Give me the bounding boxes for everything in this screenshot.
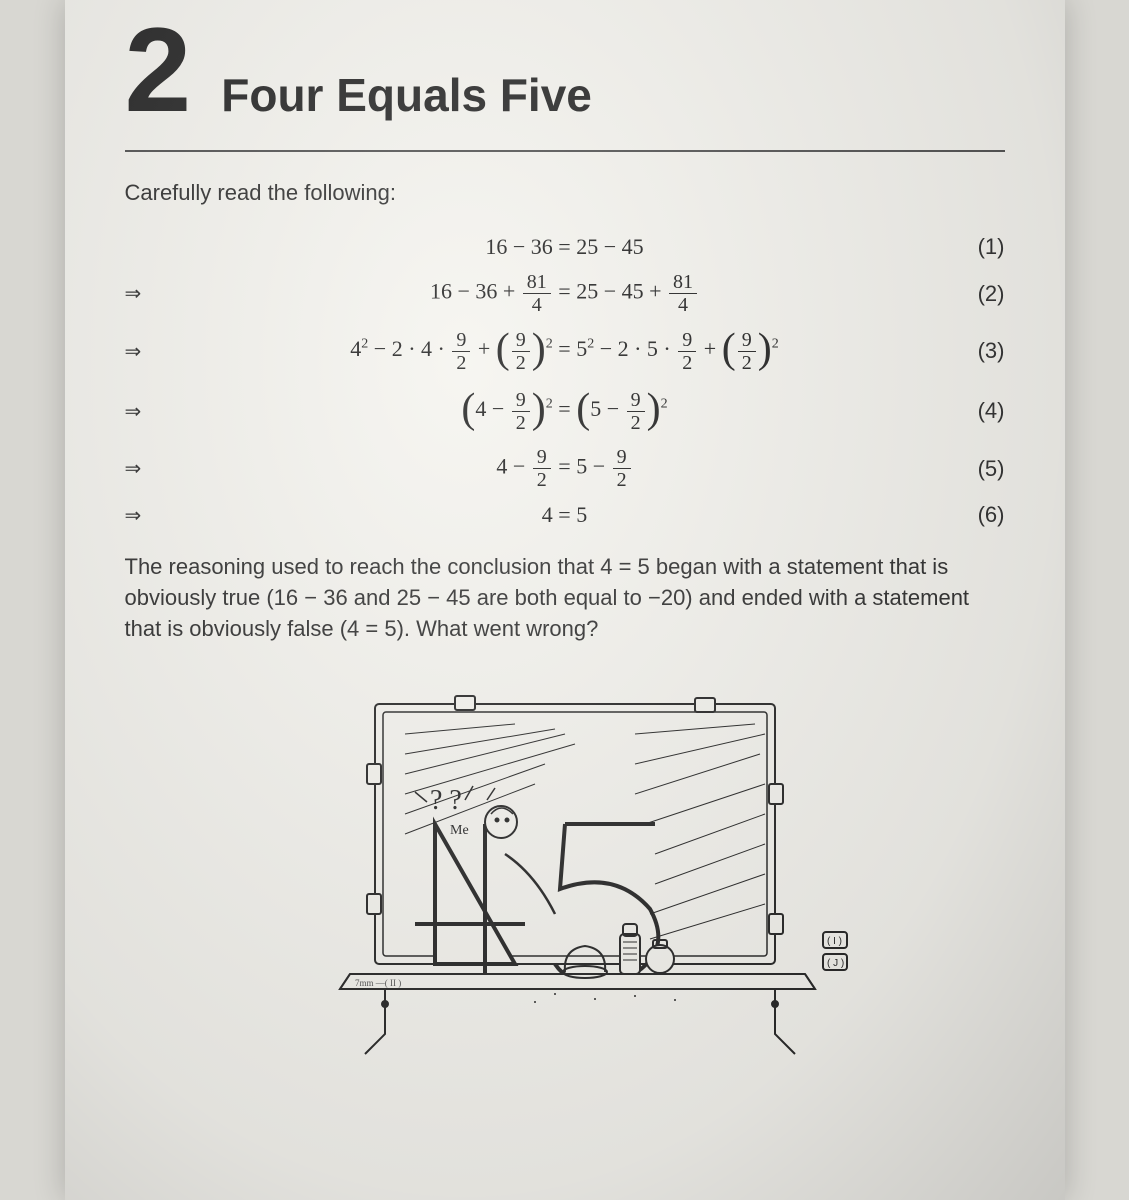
equation-row: ⇒4 = 5(6) [125, 496, 1005, 534]
mirror-sketch: ? ? Me [255, 674, 875, 1104]
equation-row: 16 − 36 = 25 − 45(1) [125, 228, 1005, 266]
svg-text:7mm —( II ): 7mm —( II ) [355, 978, 401, 988]
equation-number: (3) [945, 338, 1005, 364]
chapter-title: Four Equals Five [221, 68, 592, 122]
equation: 16 − 36 = 25 − 45 [185, 234, 945, 260]
me-label: Me [450, 823, 469, 838]
divider [125, 150, 1005, 152]
implies-arrow: ⇒ [125, 339, 185, 364]
equation-row: ⇒4 − 92 = 5 − 92(5) [125, 441, 1005, 496]
intro-text: Carefully read the following: [125, 180, 1005, 206]
equation-number: (4) [945, 398, 1005, 424]
svg-text:( J ): ( J ) [827, 958, 844, 969]
equation-number: (6) [945, 502, 1005, 528]
equation-number: (5) [945, 456, 1005, 482]
page: 2 Four Equals Five Carefully read the fo… [65, 0, 1065, 1200]
svg-text:( I ): ( I ) [827, 936, 842, 947]
equation: 42 − 2 · 4 · 92 + (92)2 = 52 − 2 · 5 · 9… [185, 327, 945, 375]
chapter-number: 2 [125, 10, 192, 130]
equation-block: 16 − 36 = 25 − 45(1)⇒16 − 36 + 814 = 25 … [125, 228, 1005, 534]
equation-number: (1) [945, 234, 1005, 260]
equation-row: ⇒42 − 2 · 4 · 92 + (92)2 = 52 − 2 · 5 · … [125, 321, 1005, 381]
implies-arrow: ⇒ [125, 281, 185, 306]
equation-row: ⇒16 − 36 + 814 = 25 − 45 + 814(2) [125, 266, 1005, 321]
equation: 4 − 92 = 5 − 92 [185, 447, 945, 490]
conclusion-text: The reasoning used to reach the conclusi… [125, 552, 1005, 644]
qmark-text: ? ? [430, 785, 462, 816]
implies-arrow: ⇒ [125, 399, 185, 424]
illustration: ? ? Me [125, 674, 1005, 1109]
equation-number: (2) [945, 281, 1005, 307]
equation: (4 − 92)2 = (5 − 92)2 [185, 387, 945, 435]
chapter-header: 2 Four Equals Five [125, 10, 1005, 130]
equation: 16 − 36 + 814 = 25 − 45 + 814 [185, 272, 945, 315]
implies-arrow: ⇒ [125, 456, 185, 481]
implies-arrow: ⇒ [125, 503, 185, 528]
equation-row: ⇒(4 − 92)2 = (5 − 92)2(4) [125, 381, 1005, 441]
equation: 4 = 5 [185, 502, 945, 528]
